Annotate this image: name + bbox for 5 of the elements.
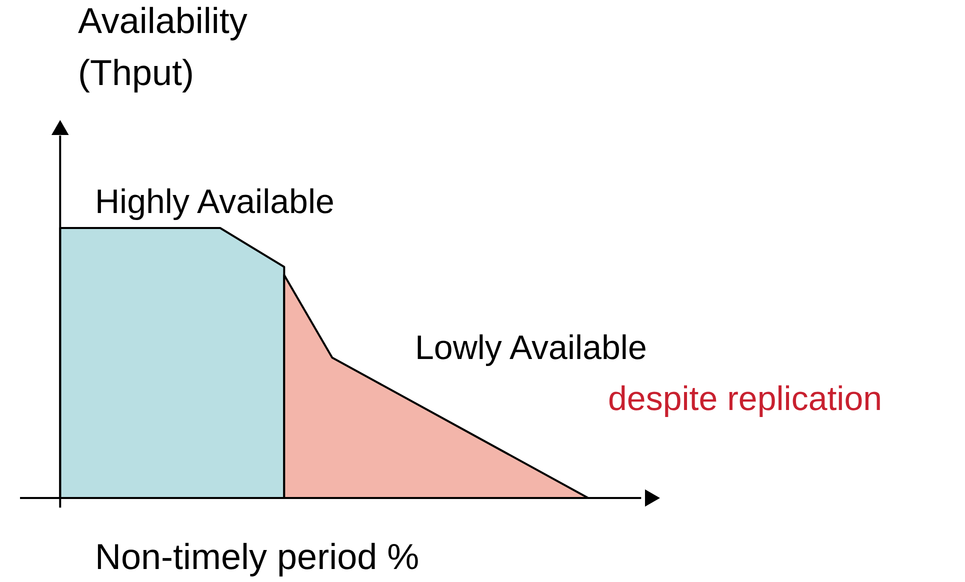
x-axis-title: Non-timely period % — [95, 536, 420, 577]
text: Highly Available — [95, 183, 334, 221]
y-axis-title: Availability (Thput) — [78, 0, 248, 93]
annotation: Lowly Available — [415, 329, 647, 367]
text: despite replication — [608, 380, 882, 418]
